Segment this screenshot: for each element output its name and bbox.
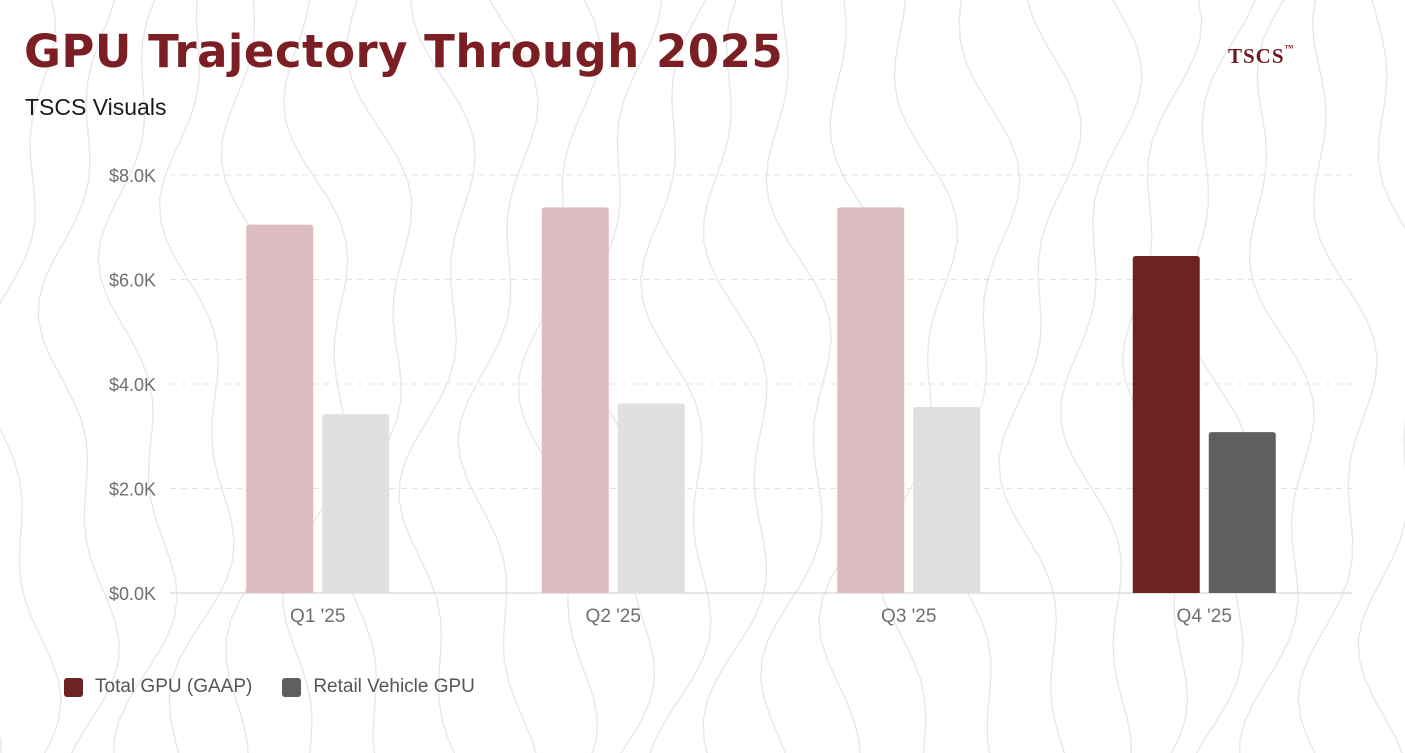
contour-line: [398, 0, 476, 753]
bars: [246, 207, 1276, 594]
contour-line: [1297, 0, 1378, 753]
legend: Total GPU (GAAP) Retail Vehicle GPU: [64, 676, 505, 698]
legend-label-retail-gpu: Retail Vehicle GPU: [313, 676, 475, 697]
contour-line: [998, 0, 1082, 753]
axis-labels: $0.0K $2.0K $4.0K $6.0K $8.0K Q1 '25 Q2 '25 Q3 …: [109, 166, 1232, 627]
bar-total-gpu-q1: [246, 224, 314, 593]
legend-swatch-retail-gpu: [282, 677, 302, 697]
legend-item-retail-gpu: Retail Vehicle GPU: [282, 676, 475, 698]
legend-item-total-gpu: Total GPU (GAAP): [64, 676, 252, 698]
bar-retail-gpu-q1: [322, 414, 390, 593]
y-tick-label: $8.0K: [109, 166, 156, 186]
bar-total-gpu-q3: [837, 207, 905, 593]
bar-retail-gpu-q4: [1208, 432, 1276, 593]
contour-line: [97, 0, 178, 753]
contour-line: [1239, 0, 1315, 753]
x-tick-label: Q2 '25: [586, 606, 641, 627]
contour-line: [158, 0, 235, 753]
brand-name: TSCS: [1228, 44, 1285, 68]
contour-line: [1357, 0, 1405, 753]
contour-line: [37, 0, 120, 753]
contour-line: [877, 0, 959, 753]
x-tick-label: Q1 '25: [290, 606, 345, 627]
contour-line: [702, 0, 768, 753]
bar-total-gpu-q4: [1132, 255, 1200, 594]
brand-logo: TSCS™: [1228, 43, 1294, 69]
page-title: GPU Trajectory Through 2025: [24, 25, 784, 78]
y-tick-label: $2.0K: [109, 480, 156, 500]
contour-line: [760, 0, 832, 753]
legend-label-total-gpu: Total GPU (GAAP): [95, 676, 253, 697]
legend-swatch-total-gpu: [64, 677, 83, 697]
contour-line: [281, 0, 349, 753]
bar-retail-gpu-q3: [913, 406, 981, 593]
y-tick-label: $6.0K: [109, 271, 156, 291]
contour-line: [1059, 0, 1143, 753]
contour-line: [457, 0, 539, 753]
contour-line: [640, 0, 712, 753]
bar-retail-gpu-q2: [617, 403, 685, 593]
contour-line: [0, 0, 62, 753]
contour-line: [1185, 0, 1257, 753]
y-tick-label: $4.0K: [109, 375, 156, 395]
brand-trademark: ™: [1284, 43, 1294, 53]
x-tick-label: Q4 '25: [1177, 606, 1232, 627]
x-tick-label: Q3 '25: [881, 606, 936, 627]
contour-line: [517, 0, 601, 753]
y-tick-label: $0.0K: [109, 584, 156, 604]
page-subtitle: TSCS Visuals: [25, 94, 167, 120]
contour-line: [937, 0, 1021, 753]
bar-total-gpu-q2: [541, 207, 609, 593]
contour-line: [339, 0, 413, 753]
contour-line: [1121, 0, 1203, 753]
